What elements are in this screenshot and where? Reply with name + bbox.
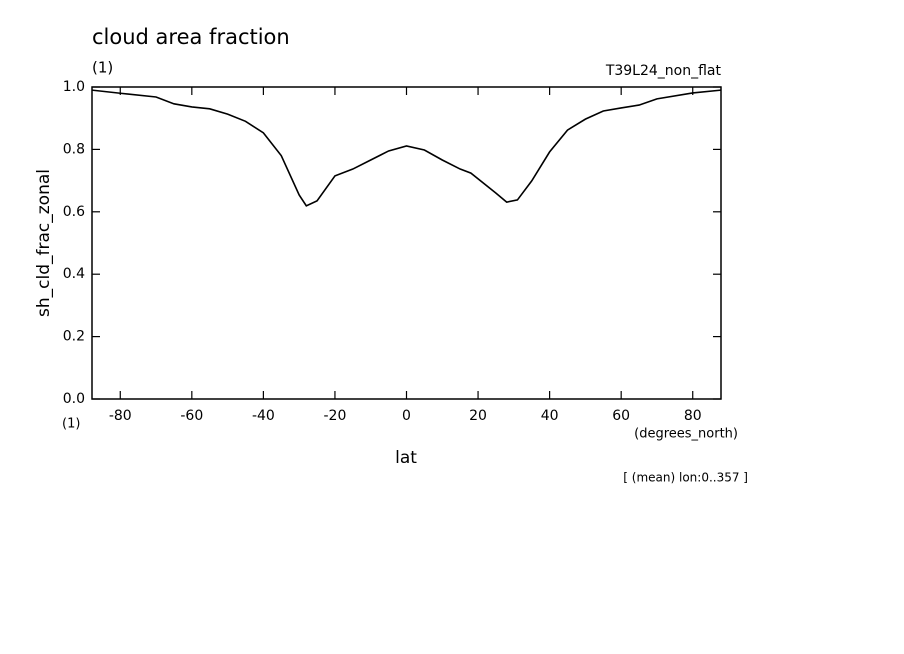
- x-tick-label: -20: [324, 408, 347, 424]
- y-units: (1): [62, 417, 80, 432]
- plot-frame: [91, 86, 722, 400]
- x-tick-label: -40: [252, 408, 275, 424]
- run-label: T39L24_non_flat: [605, 63, 722, 79]
- chart-title: cloud area fraction: [92, 25, 290, 49]
- data-line: [91, 89, 722, 207]
- y-tick-label: 0.0: [63, 391, 85, 407]
- x-tick-label: 20: [469, 408, 487, 424]
- y-tick-label: 0.8: [63, 141, 85, 157]
- x-tick-label: 0: [402, 408, 411, 424]
- x-axis-label: lat: [395, 448, 417, 468]
- subtitle: (1): [92, 59, 113, 77]
- x-tick-label: 80: [684, 408, 702, 424]
- y-tick-label: 1.0: [63, 79, 85, 95]
- y-tick-label: 0.4: [63, 266, 85, 282]
- x-tick-label: -80: [109, 408, 132, 424]
- x-tick-label: 60: [612, 408, 630, 424]
- x-units: (degrees_north): [634, 427, 738, 442]
- y-axis-label: sh_cld_frac_zonal: [34, 169, 54, 317]
- y-tick-label: 0.6: [63, 204, 85, 220]
- annotation: [ (mean) lon:0..357 ]: [623, 471, 748, 485]
- x-tick-label: 40: [541, 408, 559, 424]
- x-tick-label: -60: [180, 408, 203, 424]
- y-tick-label: 0.2: [63, 329, 85, 345]
